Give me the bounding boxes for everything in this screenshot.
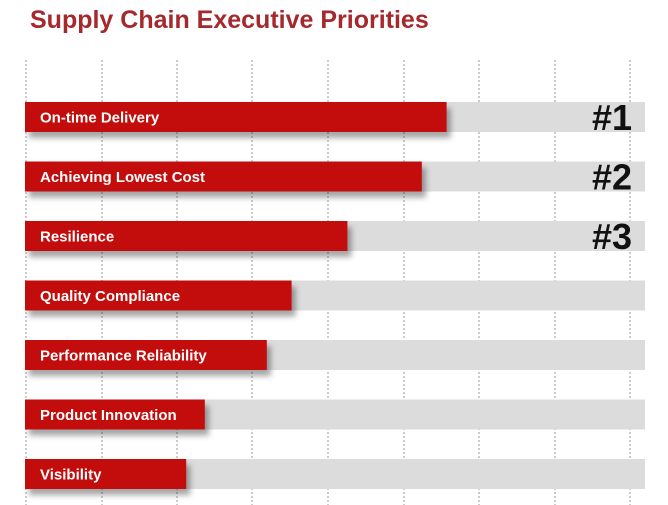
bar-1: [25, 161, 422, 192]
rank-label-2: #3: [592, 216, 632, 257]
bar-2: [25, 221, 348, 251]
bar-label-1: Achieving Lowest Cost: [40, 169, 205, 186]
rank-label-0: #1: [592, 97, 632, 138]
bar-label-5: Product Innovation: [40, 407, 177, 424]
chart-title: Supply Chain Executive Priorities: [30, 6, 429, 34]
bar-label-6: Visibility: [40, 467, 102, 484]
bar-label-3: Quality Compliance: [40, 288, 180, 305]
bar-label-2: Resilience: [40, 229, 114, 246]
bar-0: [25, 102, 447, 132]
rank-label-1: #2: [592, 157, 632, 198]
bar-label-4: Performance Reliability: [40, 348, 207, 365]
bar-5: [25, 399, 205, 430]
bar-3: [25, 280, 292, 311]
bar-label-0: On-time Delivery: [40, 110, 160, 127]
bar-4: [25, 340, 267, 370]
bar-6: [25, 459, 187, 489]
